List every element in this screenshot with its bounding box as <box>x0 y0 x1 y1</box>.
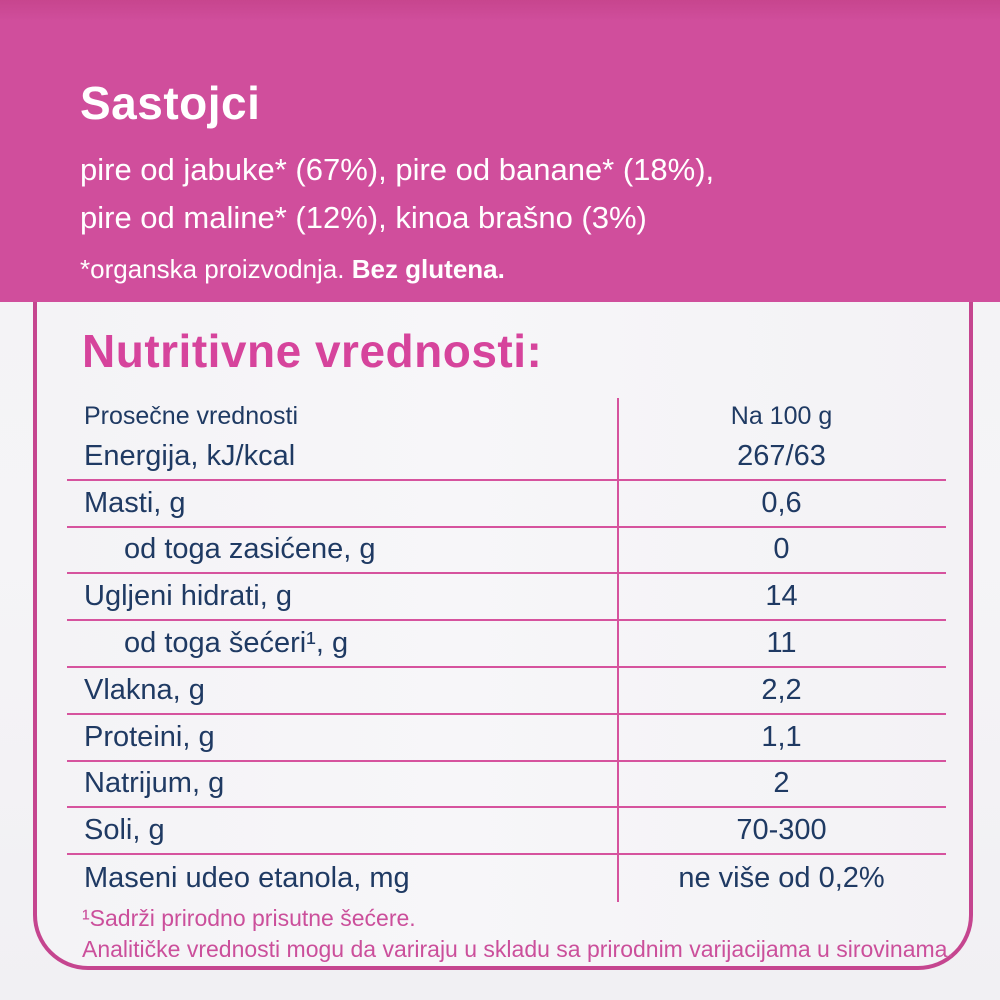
table-row: Natrijum, g 2 <box>67 762 946 809</box>
table-row: Maseni udeo etanola, mg ne više od 0,2% <box>67 855 946 902</box>
table-row: od toga zasićene, g 0 <box>67 528 946 575</box>
table-row: Proteini, g 1,1 <box>67 715 946 762</box>
ingredients-line-2: pire od maline* (12%), kinoa brašno (3%) <box>80 200 647 235</box>
nutrient-label: Vlakna, g <box>84 673 205 706</box>
nutrient-value: 11 <box>766 627 797 660</box>
table-row: Masti, g 0,6 <box>67 481 946 528</box>
table-row: Soli, g 70-300 <box>67 808 946 856</box>
ingredients-title: Sastojci <box>80 77 261 129</box>
nutrient-label: Natrijum, g <box>84 767 225 800</box>
table-row: od toga šećeri¹, g 11 <box>67 621 946 668</box>
nutrient-value: 2 <box>773 767 790 800</box>
nutrient-value: ne više od 0,2% <box>678 862 885 895</box>
nutrition-title: Nutritivne vrednosti: <box>82 325 543 377</box>
ingredients-text: pire od jabuke* (67%), pire od banane* (… <box>80 146 714 242</box>
table-row: Vlakna, g 2,2 <box>67 668 946 715</box>
footnotes: ¹Sadrži prirodno prisutne šećere. Analit… <box>82 903 954 965</box>
nutrient-label: Maseni udeo etanola, mg <box>84 862 410 895</box>
footnote-analytical: Analitičke vrednosti mogu da variraju u … <box>82 936 954 962</box>
nutrient-label: Energija, kJ/kcal <box>84 439 296 472</box>
table-row: Energija, kJ/kcal 267/63 <box>67 434 946 481</box>
organic-note-bold: Bez glutena. <box>351 254 505 284</box>
nutrient-value: 1,1 <box>761 720 802 753</box>
nutrition-card: Nutritivne vrednosti: Prosečne vrednosti… <box>33 302 973 970</box>
nutrient-value: 70-300 <box>736 814 827 847</box>
table-row: Ugljeni hidrati, g 14 <box>67 574 946 622</box>
nutrient-value: 0 <box>773 533 790 566</box>
nutrient-value: 14 <box>765 580 798 613</box>
nutrient-value: 0,6 <box>761 486 802 519</box>
nutrient-value: 267/63 <box>737 439 826 472</box>
nutrient-label: Masti, g <box>84 486 186 519</box>
column-header-label: Prosečne vrednosti <box>84 401 299 430</box>
column-header-value: Na 100 g <box>730 401 833 430</box>
nutrient-label: od toga šećeri¹, g <box>124 627 349 660</box>
nutrient-label: od toga zasićene, g <box>124 533 376 566</box>
ingredients-panel: Sastojci pire od jabuke* (67%), pire od … <box>0 0 1000 302</box>
nutrient-label: Ugljeni hidrati, g <box>84 580 292 613</box>
nutrient-label: Proteini, g <box>84 720 215 753</box>
organic-note: *organska proizvodnja. Bez glutena. <box>80 254 505 285</box>
nutrient-value: 2,2 <box>761 673 802 706</box>
organic-note-regular: *organska proizvodnja. <box>80 254 352 284</box>
nutrient-label: Soli, g <box>84 814 165 847</box>
table-header-row: Prosečne vrednosti Na 100 g <box>67 398 946 434</box>
column-divider <box>617 398 619 902</box>
footnote-sugars: ¹Sadrži prirodno prisutne šećere. <box>82 905 416 931</box>
nutrition-table: Prosečne vrednosti Na 100 g Energija, kJ… <box>67 398 946 902</box>
ingredients-line-1: pire od jabuke* (67%), pire od banane* (… <box>80 152 715 187</box>
